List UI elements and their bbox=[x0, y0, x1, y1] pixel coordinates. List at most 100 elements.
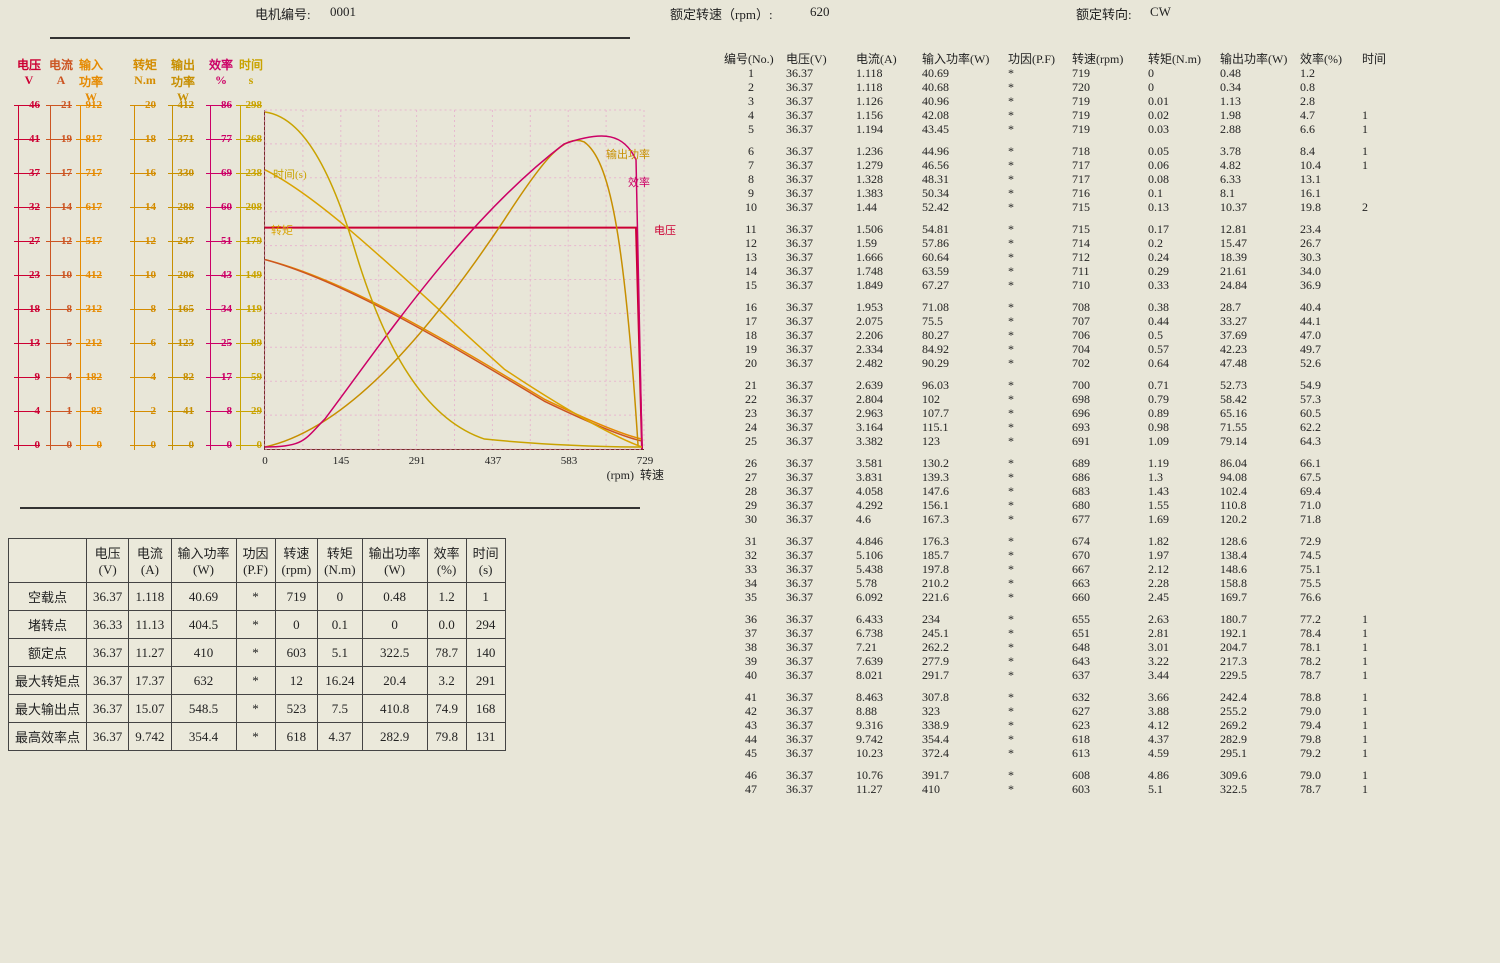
axis-scale: 2982682382081791491198959290 bbox=[236, 100, 264, 460]
data-header-cell: 电压(V) bbox=[782, 52, 852, 66]
data-cell: 277.9 bbox=[918, 654, 1004, 668]
summary-cell: 322.5 bbox=[362, 639, 427, 667]
data-cell: 683 bbox=[1068, 484, 1144, 498]
data-cell bbox=[1358, 590, 1388, 604]
data-cell: 138.4 bbox=[1216, 548, 1296, 562]
data-cell: 79.14 bbox=[1216, 434, 1296, 448]
summary-cell: 0.1 bbox=[318, 611, 362, 639]
data-cell: 36.37 bbox=[782, 108, 852, 122]
data-cell: 36.37 bbox=[782, 144, 852, 158]
data-cell: 9 bbox=[720, 186, 782, 200]
data-cell: 410 bbox=[918, 782, 1004, 796]
data-cell: 608 bbox=[1068, 768, 1144, 782]
summary-header-cell bbox=[9, 539, 87, 583]
data-cell: 36.37 bbox=[782, 782, 852, 796]
data-cell: 10.37 bbox=[1216, 200, 1296, 214]
table-row: 3736.376.738245.1*6512.81192.178.41 bbox=[720, 626, 1480, 640]
data-cell: 1 bbox=[1358, 122, 1388, 136]
data-cell: 217.3 bbox=[1216, 654, 1296, 668]
summary-cell: 11.27 bbox=[129, 639, 171, 667]
data-cell bbox=[1358, 94, 1388, 108]
data-header-cell: 电流(A) bbox=[852, 52, 918, 66]
summary-cell: 20.4 bbox=[362, 667, 427, 695]
data-cell: 1.118 bbox=[852, 80, 918, 94]
data-cell: 0.17 bbox=[1144, 222, 1216, 236]
data-cell: 46 bbox=[720, 768, 782, 782]
data-cell: * bbox=[1004, 668, 1068, 682]
data-cell: 1.383 bbox=[852, 186, 918, 200]
data-cell: 648 bbox=[1068, 640, 1144, 654]
axis-header: 输出功率W bbox=[168, 56, 198, 105]
data-cell: 1.748 bbox=[852, 264, 918, 278]
data-cell: * bbox=[1004, 782, 1068, 796]
data-cell: 14 bbox=[720, 264, 782, 278]
data-cell: 17 bbox=[720, 314, 782, 328]
data-cell: 1.506 bbox=[852, 222, 918, 236]
data-cell: 715 bbox=[1068, 222, 1144, 236]
data-cell: 1 bbox=[1358, 654, 1388, 668]
data-cell: * bbox=[1004, 342, 1068, 356]
data-cell: 169.7 bbox=[1216, 590, 1296, 604]
top-rule bbox=[50, 37, 630, 39]
data-cell: 148.6 bbox=[1216, 562, 1296, 576]
data-cell: 0.64 bbox=[1144, 356, 1216, 370]
data-cell: 655 bbox=[1068, 612, 1144, 626]
data-cell: 37.69 bbox=[1216, 328, 1296, 342]
table-row: 2136.372.63996.03*7000.7152.7354.9 bbox=[720, 378, 1480, 392]
chart-block: 电压V电流A输入功率W转矩N.m输出功率W效率%时间s 464137322723… bbox=[10, 56, 670, 486]
data-cell: 1.236 bbox=[852, 144, 918, 158]
summary-cell: * bbox=[236, 667, 275, 695]
data-cell: 71.55 bbox=[1216, 420, 1296, 434]
data-cell: 130.2 bbox=[918, 456, 1004, 470]
data-cell: 75.1 bbox=[1296, 562, 1358, 576]
data-cell: 674 bbox=[1068, 534, 1144, 548]
data-cell: 269.2 bbox=[1216, 718, 1296, 732]
data-cell: 36.37 bbox=[782, 534, 852, 548]
summary-cell: * bbox=[236, 583, 275, 611]
data-cell: 79.8 bbox=[1296, 732, 1358, 746]
data-cell: 72.9 bbox=[1296, 534, 1358, 548]
summary-cell: 0 bbox=[275, 611, 318, 639]
data-cell: 0.2 bbox=[1144, 236, 1216, 250]
summary-header-cell: 功因(P.F) bbox=[236, 539, 275, 583]
data-cell: 234 bbox=[918, 612, 1004, 626]
data-cell: 3.01 bbox=[1144, 640, 1216, 654]
data-cell: 719 bbox=[1068, 108, 1144, 122]
data-cell: 62.2 bbox=[1296, 420, 1358, 434]
data-cell: 1.69 bbox=[1144, 512, 1216, 526]
data-cell: 4.6 bbox=[852, 512, 918, 526]
data-cell: 36.37 bbox=[782, 768, 852, 782]
data-cell: 23.4 bbox=[1296, 222, 1358, 236]
summary-cell: 410 bbox=[171, 639, 236, 667]
data-cell: 1.98 bbox=[1216, 108, 1296, 122]
data-cell: 680 bbox=[1068, 498, 1144, 512]
data-cell: 43 bbox=[720, 718, 782, 732]
data-cell: 48.31 bbox=[918, 172, 1004, 186]
table-row: 4036.378.021291.7*6373.44229.578.71 bbox=[720, 668, 1480, 682]
data-cell: 36.37 bbox=[782, 200, 852, 214]
data-cell bbox=[1358, 434, 1388, 448]
data-cell: 204.7 bbox=[1216, 640, 1296, 654]
summary-cell: 5.1 bbox=[318, 639, 362, 667]
data-cell: 667 bbox=[1068, 562, 1144, 576]
data-cell: 54.9 bbox=[1296, 378, 1358, 392]
data-cell: 1 bbox=[1358, 108, 1388, 122]
data-cell: 84.92 bbox=[918, 342, 1004, 356]
data-table: 编号(No.)电压(V)电流(A)输入功率(W)功因(P.F)转速(rpm)转矩… bbox=[720, 52, 1480, 804]
data-cell: 5.438 bbox=[852, 562, 918, 576]
data-cell: 66.1 bbox=[1296, 456, 1358, 470]
summary-cell: 36.37 bbox=[87, 639, 129, 667]
data-cell: 1.09 bbox=[1144, 434, 1216, 448]
data-cell: 31 bbox=[720, 534, 782, 548]
data-cell: * bbox=[1004, 278, 1068, 292]
table-row: 3836.377.21262.2*6483.01204.778.11 bbox=[720, 640, 1480, 654]
data-cell: 36.37 bbox=[782, 406, 852, 420]
data-cell: 2.45 bbox=[1144, 590, 1216, 604]
data-cell bbox=[1358, 534, 1388, 548]
table-row: 4336.379.316338.9*6234.12269.279.41 bbox=[720, 718, 1480, 732]
data-cell: 139.3 bbox=[918, 470, 1004, 484]
summary-cell: 0.0 bbox=[427, 611, 466, 639]
data-cell: 372.4 bbox=[918, 746, 1004, 760]
data-cell: 42.08 bbox=[918, 108, 1004, 122]
data-cell: 4.7 bbox=[1296, 108, 1358, 122]
